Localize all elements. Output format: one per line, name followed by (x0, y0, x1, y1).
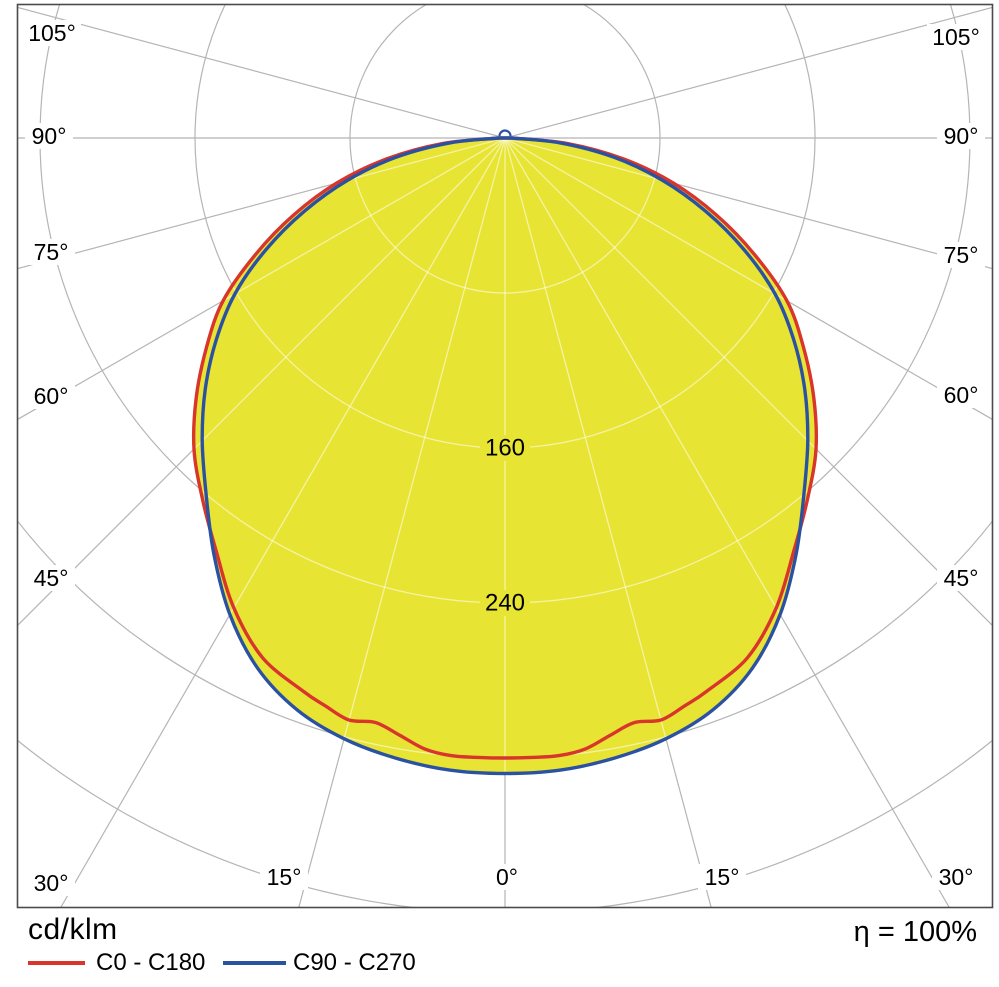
legend-line-c0 (28, 961, 85, 965)
grid-radial (504, 138, 817, 774)
angle-label-bg (25, 123, 73, 149)
grid-radial (504, 138, 817, 774)
angle-label-bg (937, 565, 985, 591)
ring-label: 160 (485, 435, 525, 462)
grid-radial (17, 137, 506, 270)
grid-radial (504, 6, 993, 139)
angle-label-bg (27, 565, 75, 591)
ring-label-bg (480, 435, 530, 461)
angle-label-bg (27, 870, 75, 896)
angle-label-bg (937, 242, 985, 268)
angle-label: 60° (944, 382, 979, 408)
grid-radial (504, 137, 993, 270)
grid-radial (504, 138, 817, 139)
angle-label: 60° (34, 383, 69, 409)
angle-label: 45° (34, 565, 69, 591)
angle-label-bg (490, 864, 524, 890)
polar-chart: 160 240 105° 90° 75° 60° 45° 105° 90° 75° 60° 45° 30… (16, 3, 994, 909)
legend-label-c0: C0 - C180 (96, 949, 206, 976)
grid-radial (193, 138, 506, 774)
angle-label-bg (698, 864, 746, 890)
angle-label: 75° (34, 239, 69, 265)
legend-line-c90 (223, 961, 286, 965)
angle-label-bg (23, 20, 81, 46)
angle-label: 15° (267, 864, 302, 890)
plot-border (16, 3, 994, 909)
angle-label: 30° (939, 864, 974, 890)
angle-label-bg (932, 864, 980, 890)
grid-radial (17, 6, 506, 139)
curve-c90-c270 (200, 136, 810, 776)
pole-marker-icon (498, 129, 512, 137)
grid-radial (193, 138, 506, 774)
angle-label: 105° (932, 24, 980, 50)
angle-label-bg (260, 864, 308, 890)
curve-c0-c180 (191, 136, 819, 760)
grid-radial (193, 138, 506, 774)
grid-radial (504, 138, 817, 774)
units-label: cd/klm (28, 913, 118, 946)
grid-radial (504, 138, 817, 774)
efficiency-label: η = 100% (853, 916, 977, 948)
angle-label: 0° (496, 864, 518, 890)
angle-label: 90° (944, 123, 979, 149)
angle-label-bg (27, 239, 75, 265)
ring-label: 240 (485, 590, 525, 617)
angle-label-bg (937, 123, 985, 149)
angle-label: 45° (944, 565, 979, 591)
angle-label: 30° (34, 870, 69, 896)
grid-radial (193, 138, 506, 774)
angle-label-bg (937, 382, 985, 408)
angle-label: 105° (28, 20, 76, 46)
angle-label: 90° (32, 123, 67, 149)
ring-label-bg (480, 590, 530, 616)
angle-label: 15° (705, 864, 740, 890)
polar-chart-svg: 160 240 105° 90° 75° 60° 45° 105° 90° 75° 60° 45° 30… (16, 3, 994, 909)
legend-label-c90: C90 - C270 (293, 949, 416, 976)
angle-label-bg (27, 383, 75, 409)
angle-label: 75° (944, 242, 979, 268)
angle-label-bg (927, 24, 985, 50)
